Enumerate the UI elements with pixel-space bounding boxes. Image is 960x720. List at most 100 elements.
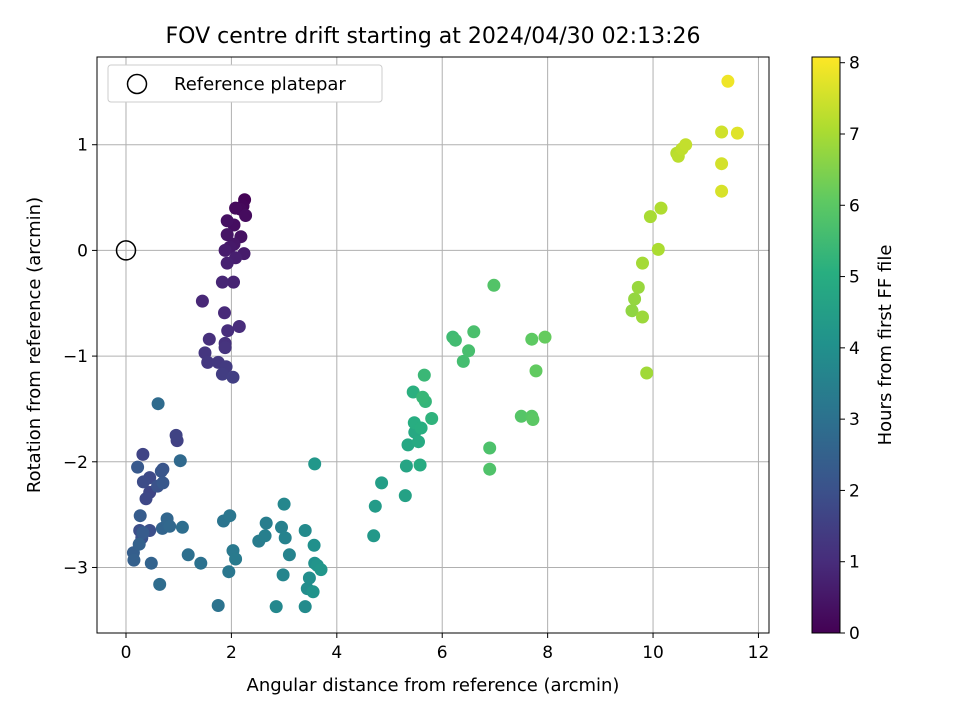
data-point [194, 556, 208, 570]
x-tick-label: 4 [331, 643, 342, 663]
data-point [651, 242, 665, 256]
legend-marker [126, 73, 148, 95]
data-point [368, 499, 382, 513]
data-point [715, 125, 729, 139]
data-point [298, 524, 312, 537]
grid-lines [97, 57, 769, 633]
data-point [154, 464, 168, 478]
data-point [215, 275, 229, 289]
data-point [636, 310, 649, 324]
data-point [715, 157, 729, 171]
data-point [414, 421, 428, 435]
colorbar-gradient [811, 56, 841, 634]
data-point [220, 228, 234, 242]
x-tick-label: 12 [748, 643, 770, 663]
data-point [487, 278, 501, 292]
data-point [679, 138, 693, 152]
y-tick-label: −3 [63, 558, 88, 578]
colorbar-ticks: 0 1 2 3 4 5 6 7 8 [840, 54, 860, 644]
x-axis-ticks: 0 2 4 6 8 10 12 [121, 633, 770, 663]
reference-platepar-marker [115, 240, 137, 261]
data-point [202, 332, 216, 346]
data-point [467, 325, 481, 339]
data-point [220, 214, 234, 228]
colorbar-tick-label: 6 [849, 196, 860, 216]
data-point [218, 306, 231, 320]
colorbar-tick-label: 1 [849, 553, 860, 573]
data-point [163, 519, 177, 533]
data-point [277, 497, 291, 511]
data-point [181, 548, 195, 562]
data-point [367, 529, 381, 543]
data-point [232, 320, 246, 333]
data-point [173, 454, 187, 468]
y-tick-label: −2 [63, 453, 88, 473]
data-point [483, 462, 497, 476]
colorbar-tick-label: 0 [849, 624, 860, 644]
data-point [275, 520, 288, 534]
plot-frame [96, 56, 770, 634]
data-point [239, 209, 253, 222]
data-point [314, 563, 328, 577]
x-tick-label: 8 [542, 643, 553, 663]
data-point [425, 412, 439, 425]
y-axis-ticks: −3 −2 −1 0 1 [63, 136, 97, 578]
y-tick-label: 0 [77, 241, 88, 261]
y-tick-label: −1 [63, 347, 88, 367]
colorbar-tick-label: 3 [849, 410, 860, 430]
data-point [151, 397, 165, 411]
data-point [211, 599, 225, 612]
data-point [398, 489, 412, 503]
data-point [144, 556, 158, 570]
data-point [227, 275, 240, 289]
data-point [525, 332, 539, 346]
data-point [631, 280, 645, 294]
data-point [721, 74, 735, 88]
data-point [514, 409, 528, 423]
colorbar-tick-label: 8 [849, 54, 860, 74]
legend-box [107, 64, 383, 103]
colorbar-tick-label: 2 [849, 481, 860, 501]
data-point [133, 509, 147, 523]
colorbar-tick-label: 5 [849, 268, 860, 288]
data-point [306, 585, 320, 599]
data-point [201, 355, 215, 369]
data-point [654, 201, 668, 215]
y-tick-label: 1 [77, 136, 88, 156]
data-point [218, 341, 232, 355]
colorbar-label: Hours from first FF file [875, 245, 896, 446]
data-point [715, 184, 729, 198]
data-point [413, 458, 427, 472]
data-point [153, 577, 167, 591]
data-point [156, 476, 170, 490]
data-point [221, 324, 235, 338]
y-axis-label: Rotation from reference (arcmin) [24, 197, 45, 493]
data-point [195, 294, 209, 308]
data-point [269, 600, 283, 614]
data-point [412, 435, 425, 449]
data-point [298, 600, 312, 614]
data-point [526, 413, 540, 426]
data-point [640, 366, 654, 380]
data-point [136, 447, 150, 461]
data-point [218, 243, 232, 257]
data-point [417, 368, 431, 382]
data-point [226, 370, 240, 384]
data-point [448, 333, 462, 347]
data-point [483, 441, 497, 455]
data-point [456, 354, 470, 368]
data-point [136, 475, 150, 489]
data-point [175, 520, 189, 534]
data-point [406, 385, 420, 399]
data-point [276, 568, 290, 582]
x-tick-label: 6 [437, 643, 448, 663]
data-point [127, 553, 141, 567]
x-tick-label: 10 [642, 643, 664, 663]
data-point [278, 531, 292, 545]
colorbar-tick-label: 4 [849, 339, 860, 359]
data-point [215, 367, 229, 381]
x-tick-label: 2 [226, 643, 237, 663]
data-point [643, 210, 657, 224]
colorbar: 0 1 2 3 4 5 6 7 8 Hours from first FF file [811, 54, 896, 644]
